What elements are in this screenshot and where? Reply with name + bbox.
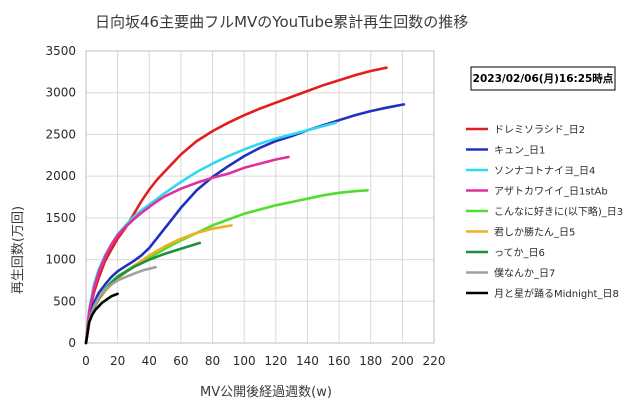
legend-item: 僕なんか_日7 xyxy=(466,267,555,280)
series-line-5 xyxy=(84,189,369,345)
legend-label: こんなに好きに(以下略)_日3 xyxy=(494,205,623,218)
series-line-2 xyxy=(84,103,406,345)
y-tick-label: 500 xyxy=(53,294,76,308)
legend-item: ソンナコトナイヨ_日4 xyxy=(466,165,595,177)
series-line-8 xyxy=(84,265,157,345)
legend-label: アザトカワイイ_日1stAb xyxy=(494,186,608,198)
x-tick-label: 40 xyxy=(142,354,157,368)
y-tick-label: 3000 xyxy=(45,86,76,100)
legend-label: 月と星が踊るMidnight_日8 xyxy=(494,287,619,300)
legend-item: ってか_日6 xyxy=(466,247,545,259)
legend-item: こんなに好きに(以下略)_日3 xyxy=(466,205,623,218)
x-tick-label: 160 xyxy=(328,354,351,368)
legend-item: 君しか勝たん_日5 xyxy=(466,226,575,239)
legend-item: ドレミソラシド_日2 xyxy=(466,124,585,136)
plot-frame xyxy=(85,50,435,344)
legend: ドレミソラシド_日2 キュン_日1 ソンナコトナイヨ_日4 アザトカワイイ_日1stA… xyxy=(460,113,630,300)
y-tick-label: 1000 xyxy=(45,253,76,267)
legend-label: ってか_日6 xyxy=(494,247,545,259)
y-tick-label: 3500 xyxy=(45,44,76,58)
legend-label: 君しか勝たん_日5 xyxy=(494,226,575,239)
y-axis-label: 再生回数(万回) xyxy=(11,206,26,294)
legend-item: アザトカワイイ_日1stAb xyxy=(466,186,608,198)
y-axis-ticks: 0 500 1000 1500 2000 2500 3000 3500 xyxy=(45,44,76,350)
x-tick-label: 140 xyxy=(296,354,319,368)
series-line-9 xyxy=(84,292,119,345)
x-tick-label: 100 xyxy=(233,354,256,368)
series-line-4 xyxy=(84,155,290,345)
series-lines xyxy=(84,66,406,345)
series-line-1 xyxy=(84,66,388,345)
x-tick-label: 0 xyxy=(82,354,90,368)
grid xyxy=(85,50,435,344)
legend-label: ドレミソラシド_日2 xyxy=(494,124,585,136)
legend-item: キュン_日1 xyxy=(466,146,545,157)
legend-label: キュン_日1 xyxy=(494,146,545,157)
x-tick-label: 60 xyxy=(173,354,188,368)
y-tick-label: 2000 xyxy=(45,169,76,183)
x-tick-label: 120 xyxy=(264,354,287,368)
legend-item: 月と星が踊るMidnight_日8 xyxy=(466,287,619,300)
y-tick-label: 2500 xyxy=(45,127,76,141)
timestamp-text: 2023/02/06(月)16:25時点 xyxy=(473,72,614,85)
x-tick-label: 20 xyxy=(110,354,125,368)
x-axis-label: MV公開後経過週数(w) xyxy=(200,385,332,400)
legend-label: ソンナコトナイヨ_日4 xyxy=(494,165,595,177)
chart-title: 日向坂46主要曲フルMVのYouTube累計再生回数の推移 xyxy=(95,13,468,31)
x-tick-label: 80 xyxy=(205,354,220,368)
timestamp-box: 2023/02/06(月)16:25時点 xyxy=(470,66,616,91)
legend-label: 僕なんか_日7 xyxy=(494,267,555,280)
x-axis-ticks: 0 20 40 60 80 100 120 140 160 180 200 220 xyxy=(82,354,445,368)
y-tick-label: 0 xyxy=(68,336,76,350)
x-tick-label: 180 xyxy=(359,354,382,368)
y-tick-label: 1500 xyxy=(45,211,76,225)
x-tick-label: 200 xyxy=(391,354,414,368)
x-tick-label: 220 xyxy=(423,354,446,368)
